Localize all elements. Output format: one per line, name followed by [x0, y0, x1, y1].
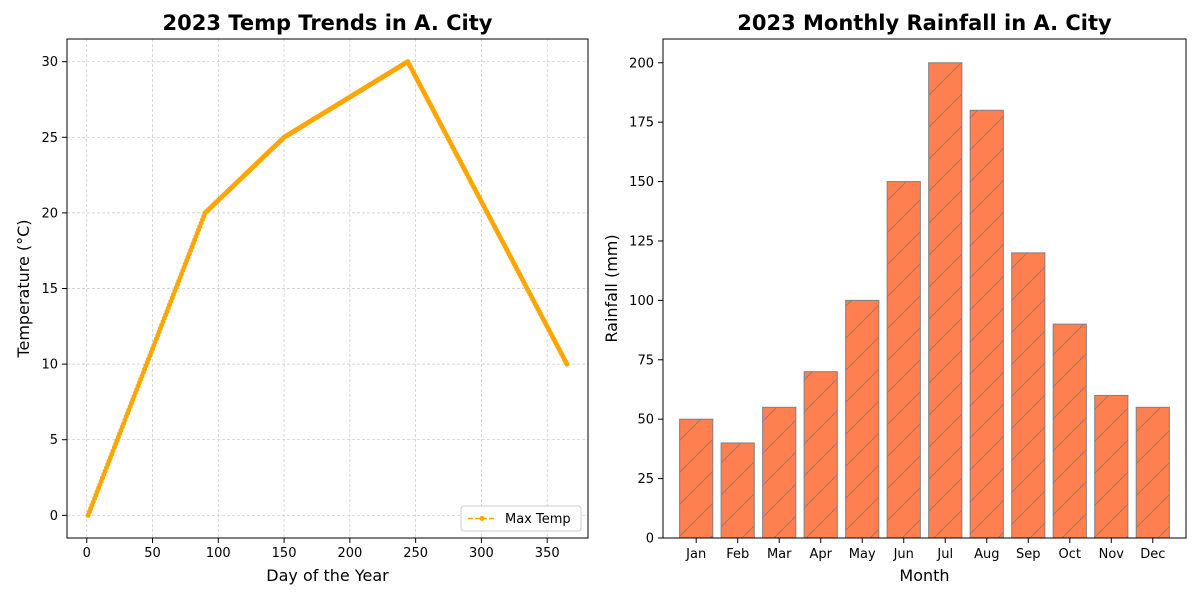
- temperature-x-tick-label: 250: [403, 546, 428, 561]
- temperature-x-tick-label: 0: [83, 546, 91, 561]
- temperature-y-tick-label: 30: [41, 55, 58, 70]
- temperature-x-tick-label: 200: [337, 546, 362, 561]
- rainfall-bar-hatch: [846, 300, 879, 538]
- rainfall-y-tick-label: 50: [637, 413, 654, 428]
- rainfall-bars: [680, 63, 1170, 538]
- legend-marker-sample: [480, 516, 485, 521]
- rainfall-x-axis-label: Month: [899, 566, 949, 585]
- rainfall-bar-hatch: [763, 407, 796, 538]
- temperature-y-tick-label: 5: [50, 433, 58, 448]
- temperature-x-tick-label: 100: [206, 546, 231, 561]
- rainfall-x-tick-label: Aug: [974, 547, 999, 562]
- rainfall-bar-hatch: [1136, 407, 1169, 538]
- rainfall-bar-hatch: [1053, 324, 1086, 538]
- temperature-y-axis-label: Temperature (°C): [14, 219, 33, 358]
- rainfall-y-axis-label: Rainfall (mm): [602, 234, 621, 342]
- temperature-y-tick-label: 25: [41, 131, 58, 146]
- rainfall-y-tick-label: 0: [646, 532, 654, 547]
- rainfall-x-tick-label: Jun: [893, 547, 914, 562]
- rainfall-y-tick-label: 25: [637, 472, 654, 487]
- rainfall-chart: Jan Feb Mar Apr May Jun Jul Aug Sep Oct Nov Dec 0 25…: [602, 11, 1186, 585]
- rainfall-x-tick-label: May: [849, 547, 876, 562]
- legend-label-max-temp: Max Temp: [505, 512, 571, 527]
- temperature-x-ticks: 0 50 100 150 200 250 300 350: [83, 538, 560, 561]
- temperature-y-tick-label: 0: [50, 509, 58, 524]
- rainfall-x-tick-label: Mar: [767, 547, 792, 562]
- temperature-y-tick-label: 10: [41, 358, 58, 373]
- rainfall-x-tick-label: Feb: [726, 547, 749, 562]
- rainfall-x-tick-label: Dec: [1140, 547, 1165, 562]
- rainfall-chart-title: 2023 Monthly Rainfall in A. City: [737, 11, 1112, 35]
- rainfall-bar-hatch: [721, 443, 754, 538]
- temperature-x-tick-label: 350: [535, 546, 560, 561]
- rainfall-bar-hatch: [929, 63, 962, 538]
- rainfall-y-tick-label: 175: [629, 116, 654, 131]
- rainfall-bar-hatch: [804, 372, 837, 538]
- temperature-legend: Max Temp: [461, 506, 581, 531]
- temperature-x-axis-label: Day of the Year: [266, 566, 389, 585]
- rainfall-y-tick-label: 125: [629, 234, 654, 249]
- rainfall-x-tick-label: Nov: [1099, 547, 1125, 562]
- rainfall-bar-hatch: [1095, 395, 1128, 538]
- max-temp-point: [564, 362, 569, 367]
- temperature-grid: [67, 39, 588, 538]
- temperature-x-tick-label: 300: [469, 546, 494, 561]
- rainfall-y-ticks: 0 25 50 75 100 125 150 175 200: [629, 56, 663, 546]
- temperature-y-tick-label: 20: [41, 206, 58, 221]
- temperature-x-tick-label: 50: [144, 546, 161, 561]
- rainfall-bar-hatch: [887, 182, 920, 538]
- rainfall-bar-hatch: [970, 110, 1003, 538]
- rainfall-x-tick-label: Sep: [1016, 547, 1041, 562]
- rainfall-bar-hatch: [680, 419, 713, 538]
- rainfall-x-tick-label: Oct: [1059, 547, 1081, 562]
- rainfall-x-tick-label: Jul: [936, 547, 953, 562]
- rainfall-y-tick-label: 75: [637, 353, 654, 368]
- rainfall-y-tick-label: 100: [629, 294, 654, 309]
- temperature-y-tick-label: 15: [41, 282, 58, 297]
- rainfall-x-tick-label: Jan: [685, 547, 706, 562]
- rainfall-y-tick-label: 200: [629, 56, 654, 71]
- rainfall-bar-hatch: [1012, 253, 1045, 538]
- temperature-y-ticks: 0 5 10 15 20 25 30: [41, 55, 67, 524]
- rainfall-y-tick-label: 150: [629, 175, 654, 190]
- temperature-chart: 0 50 100 150 200 250 300 350 0 5 10 15 20 25 30 2023 …: [14, 11, 588, 585]
- rainfall-x-ticks: Jan Feb Mar Apr May Jun Jul Aug Sep Oct Nov Dec: [685, 538, 1165, 562]
- temperature-chart-title: 2023 Temp Trends in A. City: [163, 11, 493, 35]
- temperature-x-tick-label: 150: [272, 546, 297, 561]
- rainfall-x-tick-label: Apr: [809, 547, 832, 562]
